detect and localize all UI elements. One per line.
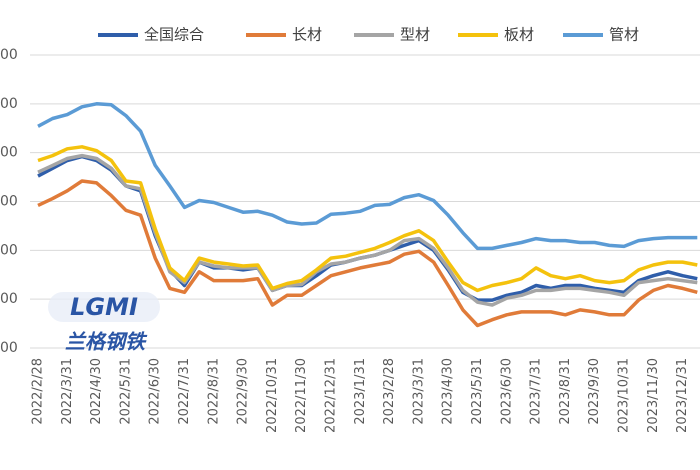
grid: 00 00 00 00 00 00 00 (0, 47, 700, 356)
x-tick-label: 2022/8/31 (206, 358, 221, 425)
x-tick-label: 2023/3/31 (411, 358, 426, 425)
series-line (37, 154, 698, 302)
series-line (37, 102, 698, 251)
y-tick-label: 00 (0, 145, 18, 161)
x-tick-label: 2023/1/31 (353, 358, 368, 425)
x-tick-label: 2022/12/31 (324, 358, 339, 433)
y-tick-label: 00 (0, 96, 18, 112)
x-tick-label: 2023/4/30 (441, 358, 456, 425)
x-tick-label: 2022/9/30 (236, 358, 251, 425)
x-tick-label: 2023/9/30 (587, 358, 602, 425)
y-tick-label: 00 (0, 340, 18, 356)
logo-badge (48, 292, 160, 322)
logo-name: 兰格钢铁 (65, 330, 148, 354)
legend-label: 全国综合 (144, 26, 204, 44)
legend-label: 板材 (504, 26, 534, 44)
logo: LGMI 兰格钢铁 (48, 292, 160, 354)
legend-label: 长材 (292, 26, 322, 44)
x-tick-label: 2022/5/31 (118, 358, 133, 425)
x-tick-label: 2022/4/30 (89, 358, 104, 425)
x-tick-label: 2022/10/31 (265, 358, 280, 433)
x-tick-label: 2022/6/30 (148, 358, 163, 425)
series-line (37, 145, 698, 293)
y-tick-label: 00 (0, 291, 18, 307)
x-tick-label: 2023/8/31 (558, 358, 573, 425)
x-tick-label: 2023/5/31 (470, 358, 485, 425)
x-tick-label: 2023/7/31 (529, 358, 544, 425)
x-tick-label: 2023/10/31 (617, 358, 632, 433)
x-tick-label: 2023/6/30 (499, 358, 514, 425)
x-axis: 2022/2/28 2022/3/31 2022/4/30 2022/5/31 2022… (31, 358, 691, 433)
x-tick-label: 2023/11/30 (646, 358, 661, 433)
legend: 全国综合 长材 型材 板材 管材 (98, 26, 639, 44)
y-tick-label: 00 (0, 242, 18, 258)
x-tick-label: 2023/12/31 (675, 358, 690, 433)
series-line (37, 179, 698, 328)
legend-label: 型材 (400, 26, 430, 44)
x-tick-label: 2022/11/30 (294, 358, 309, 433)
y-tick-label: 00 (0, 47, 18, 63)
x-tick-label: 2022/3/31 (60, 358, 75, 425)
x-tick-label: 2022/2/28 (31, 358, 46, 425)
legend-label: 管材 (609, 26, 639, 44)
plot-lines (37, 102, 698, 328)
logo-text: LGMI (70, 293, 138, 321)
x-tick-label: 2022/7/31 (177, 358, 192, 425)
y-tick-label: 00 (0, 194, 18, 210)
x-tick-label: 2023/2/28 (382, 358, 397, 425)
